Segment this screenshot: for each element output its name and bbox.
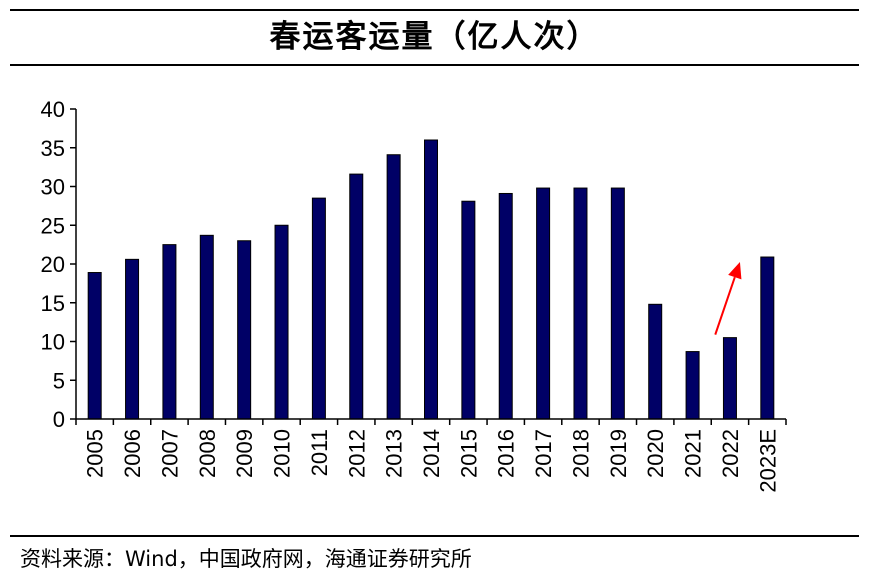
bar-2005 [87,272,102,420]
source-note: 资料来源：Wind，中国政府网，海通证券研究所 [20,547,472,571]
y-tick-label: 0 [53,407,65,432]
trend-arrow-shaft [714,276,736,335]
y-tick-label: 30 [41,175,65,200]
bar-2021 [685,351,700,420]
x-tick-label: 2005 [83,429,108,478]
bars [87,139,775,420]
x-tick-label: 2023E [755,429,780,493]
bar-2013 [386,154,401,420]
y-tick-label: 15 [41,291,65,316]
x-tick-label: 2007 [157,429,182,478]
x-tick-label: 2016 [494,429,519,478]
bar-2022 [722,337,737,420]
bar-2008 [199,234,214,420]
x-tick-label: 2017 [531,429,556,478]
y-tick-label: 25 [41,213,65,238]
y-tick-label: 10 [41,330,65,355]
trend-arrow-head [728,262,742,280]
title-divider [10,64,859,66]
x-tick-label: 2006 [120,429,145,478]
bar-2017 [536,187,551,420]
y-tick-label: 20 [41,252,65,277]
bar-2018 [573,187,588,420]
x-axis: 2005 2006 2007 2008 2009 2010 2011 2012 2013 2014… [75,418,787,493]
x-tick-label: 2019 [606,429,631,478]
bar-2016 [498,192,513,420]
chart-title: 春运客运量（亿人次） [269,19,600,55]
top-rule [10,9,859,11]
x-tick-label: 2013 [382,429,407,478]
bottom-rule [10,535,859,537]
x-tick-label: 2021 [681,429,706,478]
y-tick-label: 5 [53,368,65,393]
bar-2015 [461,200,476,420]
bar-2012 [349,173,364,420]
x-tick-label: 2015 [456,429,481,478]
bar-2014 [424,139,438,420]
x-tick-label: 2011 [307,429,332,476]
x-tick-label: 2020 [643,429,668,478]
bar-chart: 0 5 10 15 20 25 30 35 40 2005 2006 2007 2008 2009 201… [41,97,787,493]
x-tick-label: 2009 [232,429,257,478]
bar-2007 [162,244,177,420]
bar-2010 [274,224,289,420]
y-axis: 0 5 10 15 20 25 30 35 40 [41,97,77,432]
bar-2020 [648,303,663,420]
x-tick-label: 2018 [568,429,593,478]
x-tick-label: 2008 [195,429,220,478]
bar-2023E [760,256,775,420]
y-tick-label: 35 [41,136,65,161]
y-tick-label: 40 [41,97,65,122]
bar-2019 [610,187,625,420]
annotations [714,262,742,335]
x-tick-label: 2010 [270,429,295,478]
x-tick-label: 2012 [344,429,369,478]
x-tick-label: 2014 [419,429,444,478]
bar-2011 [311,197,326,420]
x-tick-label: 2022 [718,429,743,478]
bar-2009 [237,240,252,420]
bar-2006 [125,258,140,420]
